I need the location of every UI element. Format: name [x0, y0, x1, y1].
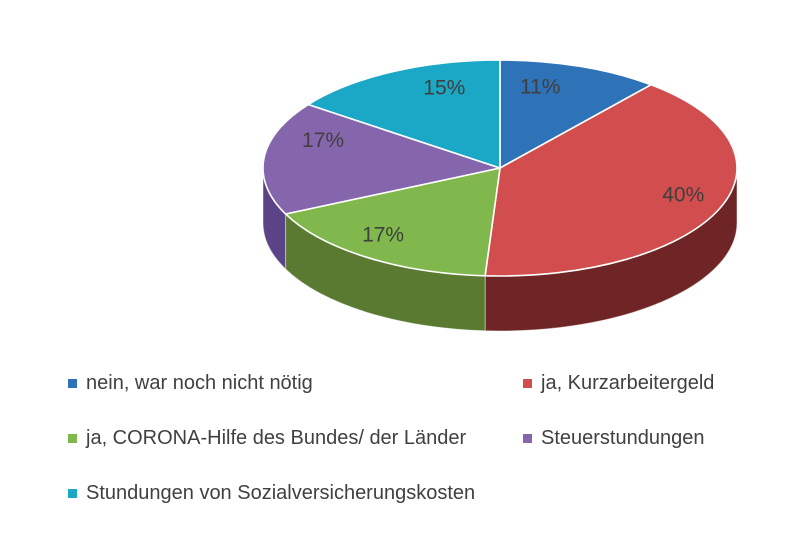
slice-percent-label-4: 15% — [423, 76, 465, 99]
legend-marker-red-square-icon — [523, 379, 532, 388]
legend-marker-green-square-icon — [68, 434, 77, 443]
slice-percent-label-2: 17% — [362, 223, 404, 246]
pie-slice-2 — [284, 167, 501, 277]
legend-label-sozialversicherungskosten: Stundungen von Sozialversicherungskosten — [86, 482, 476, 504]
slice-percent-label-3: 17% — [302, 129, 344, 152]
pie-slice-3 — [262, 103, 501, 215]
legend-item-kurzarbeitergeld: ja, Kurzarbeitergeld — [523, 371, 714, 395]
legend-marker-blue-square-icon — [68, 379, 77, 388]
legend-label-corona-hilfe: ja, CORONA-Hilfe des Bundes/ der Länder — [86, 427, 467, 449]
legend-item-sozialversicherungskosten: Stundungen von Sozialversicherungskosten — [68, 481, 475, 505]
legend-label-nein: nein, war noch nicht nötig — [86, 372, 313, 394]
pie-slice-4 — [307, 59, 501, 169]
pie-slice-1 — [484, 83, 738, 277]
legend-item-corona-hilfe: ja, CORONA-Hilfe des Bundes/ der Länder — [68, 426, 466, 450]
legend-item-steuerstundungen: Steuerstundungen — [523, 426, 704, 450]
legend-label-kurzarbeitergeld: ja, Kurzarbeitergeld — [541, 372, 715, 394]
legend-label-steuerstundungen: Steuerstundungen — [541, 427, 705, 449]
legend-marker-purple-square-icon — [523, 434, 532, 443]
pie-slice-0 — [499, 59, 652, 169]
slice-percent-label-0: 11% — [520, 75, 560, 98]
legend-marker-cyan-square-icon — [68, 489, 77, 498]
legend-item-nein: nein, war noch nicht nötig — [68, 371, 313, 395]
slice-percent-label-1: 40% — [662, 183, 704, 206]
